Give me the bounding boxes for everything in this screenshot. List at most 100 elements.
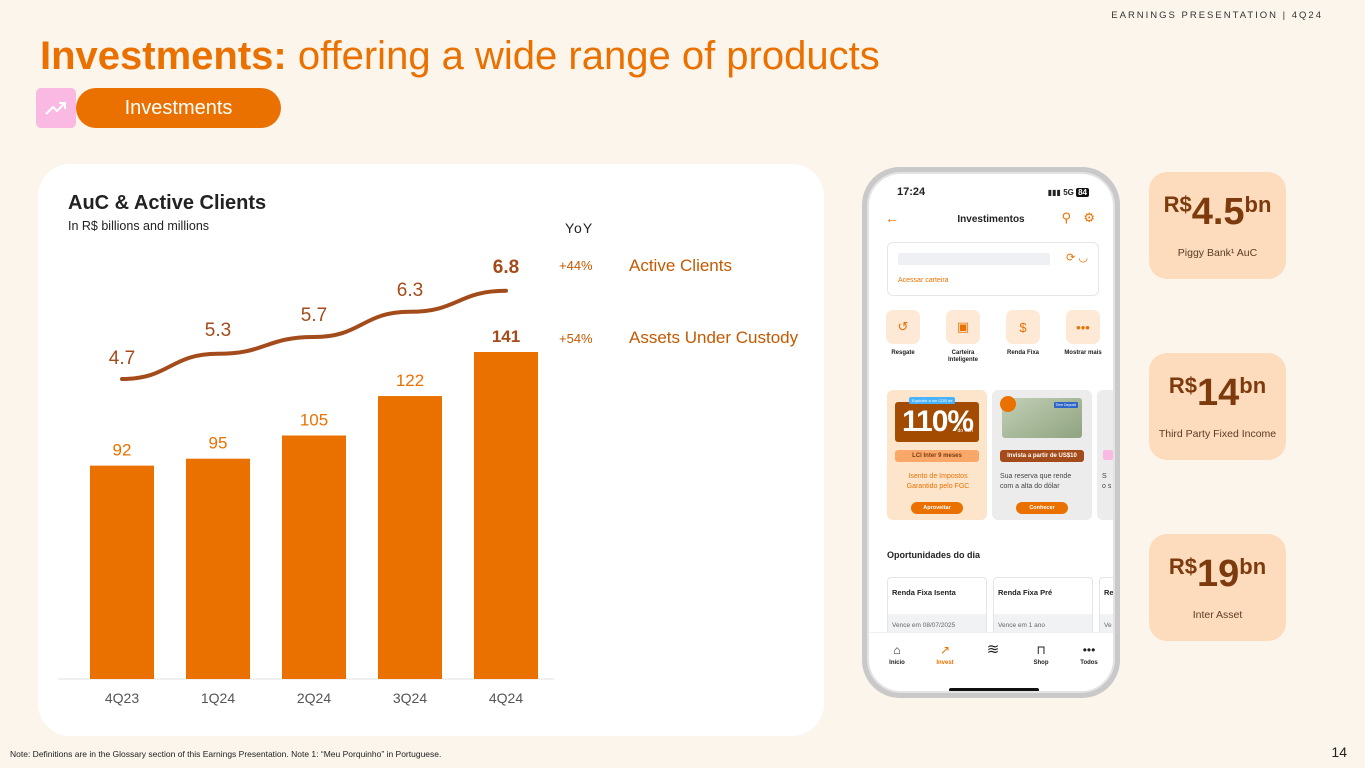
line-value-label: 6.8 — [493, 257, 519, 278]
promo-card-partial[interactable]: S o s — [1097, 390, 1113, 520]
stat-label: Third Party Fixed Income — [1158, 428, 1277, 440]
line-value-label: 5.7 — [301, 305, 327, 326]
status-time: 17:24 — [897, 186, 926, 198]
promo-button[interactable]: Aproveitar — [911, 502, 963, 514]
combo-chart: 92 4Q23 95 1Q24 105 2Q24 122 3Q24 141 4Q24 4.7 5.3 5… — [58, 257, 554, 706]
quick-action-renda-fixa[interactable]: $ Renda Fixa — [997, 310, 1049, 357]
quick-action-label: Carteira Inteligente — [947, 350, 978, 364]
bar-4Q24 — [474, 352, 538, 679]
bar-1Q24 — [186, 458, 250, 679]
phone-screen: 17:24 ▮▮▮ 5G 84 ← Investimentos ⚲ ⚙ ⟳ ◡ … — [867, 172, 1115, 693]
promo-band: LCI Inter 9 meses — [895, 450, 979, 462]
home-indicator[interactable] — [949, 688, 1039, 691]
time-deposit-tag: Time Deposit — [1053, 402, 1078, 408]
header-tag: EARNINGS PRESENTATION | 4Q24 — [1111, 10, 1323, 21]
stat-currency: R$ — [1163, 192, 1192, 217]
shop-bag-icon: ⊓ — [1036, 643, 1046, 657]
promo-card-lci[interactable]: Equivale a um CDB de 110% do CDI LCI Int… — [887, 390, 987, 520]
rate-cdi: do CDI — [957, 428, 973, 434]
nav-shop[interactable]: ⊓ Shop — [1021, 643, 1061, 666]
nav-invest[interactable]: ↗ Invest — [925, 643, 965, 666]
opportunity-card[interactable]: Renda Fixa Isenta Vence em 08/07/2025 — [887, 577, 987, 637]
nav-label: Início — [889, 660, 905, 666]
bar-3Q24 — [378, 396, 442, 679]
stat-third-party-fixed-income: R$14bn Third Party Fixed Income — [1149, 353, 1286, 460]
x-tick-label: 4Q23 — [105, 690, 139, 706]
promo-desc: S o s — [1102, 473, 1112, 491]
wallet-link[interactable]: Acessar carteira — [898, 277, 949, 284]
quick-action-label: Mostrar mais — [1064, 350, 1102, 356]
stat-inter-asset: R$19bn Inter Asset — [1149, 534, 1286, 641]
stat-value: R$4.5bn — [1149, 192, 1286, 232]
legend-active-clients: Active Clients — [629, 256, 732, 275]
coin-icon — [1000, 396, 1016, 412]
opportunity-foot: Ve — [1100, 614, 1113, 636]
line-value-label: 4.7 — [109, 348, 135, 369]
phone-mockup: 17:24 ▮▮▮ 5G 84 ← Investimentos ⚲ ⚙ ⟳ ◡ … — [862, 167, 1120, 698]
quick-action-more[interactable]: ••• Mostrar mais — [1057, 310, 1109, 357]
quick-action-resgate[interactable]: ↺ Resgate — [877, 310, 929, 357]
gear-icon[interactable]: ⚙ — [1083, 210, 1095, 225]
chart-title: AuC & Active Clients — [68, 192, 267, 214]
promo-desc: Sua reserva que rende com a alta do dóla… — [1000, 473, 1072, 491]
promo-button[interactable]: Conhecer — [1016, 502, 1068, 514]
page-number: 14 — [1331, 744, 1347, 760]
x-tick-label: 2Q24 — [297, 690, 331, 706]
nav-label: Invest — [936, 660, 954, 666]
signal-icon: ▮▮▮ — [1047, 188, 1064, 197]
stat-number: 14 — [1196, 372, 1240, 414]
opportunity-foot: Vence em 1 ano — [994, 614, 1092, 636]
stat-label: Piggy Bank¹ AuC — [1177, 247, 1258, 259]
nav-inter-loop[interactable]: ≋ — [973, 641, 1013, 658]
home-icon: ⌂ — [893, 643, 901, 657]
opportunity-card[interactable]: Re Ve — [1099, 577, 1114, 637]
promo-card-time-deposit[interactable]: Time Deposit Invista a partir de US$10 S… — [992, 390, 1092, 520]
bar-value-label: 122 — [396, 371, 424, 390]
quick-action-label: Renda Fixa — [1006, 350, 1039, 356]
rate-badge: Equivale a um CDB de 110% do CDI — [895, 397, 979, 442]
wallet-actions: ⟳ ◡ — [1066, 251, 1088, 264]
bar-value-label: 141 — [492, 327, 520, 346]
stat-value: R$14bn — [1149, 373, 1286, 413]
x-tick-label: 1Q24 — [201, 690, 235, 706]
stat-unit: bn — [1244, 192, 1272, 217]
line-value-label: 5.3 — [205, 320, 231, 341]
rate-tag: Equivale a um CDB de — [909, 397, 956, 404]
legend-auc: Assets Under Custody — [629, 328, 799, 347]
stat-currency: R$ — [1168, 554, 1197, 579]
trending-up-icon: ↗ — [939, 643, 951, 657]
x-tick-label: 3Q24 — [393, 690, 427, 706]
bar-value-label: 92 — [113, 441, 132, 460]
quick-action-carteira[interactable]: ▣ Carteira Inteligente — [937, 310, 989, 364]
line-active-clients — [120, 288, 508, 381]
quick-action-label: Resgate — [891, 350, 915, 356]
nav-label: Shop — [1033, 660, 1049, 666]
rate-value: 110% — [902, 405, 974, 438]
nav-inicio[interactable]: ⌂ Início — [877, 643, 917, 666]
line-value-label: 6.3 — [397, 280, 423, 301]
footnote: Note: Definitions are in the Glossary se… — [10, 749, 442, 759]
opportunity-title: Re — [1104, 588, 1114, 597]
refresh-icon[interactable]: ⟳ — [1066, 252, 1076, 264]
nav-label: Todos — [1080, 660, 1098, 666]
promo-desc: Isento de Impostos Garantido pelo FGC — [906, 473, 970, 491]
bar-value-label: 95 — [209, 434, 228, 453]
back-arrow-icon[interactable]: ← — [885, 210, 899, 226]
yoy-header: YoY — [565, 220, 594, 236]
opportunity-card[interactable]: Renda Fixa Pré Vence em 1 ano — [993, 577, 1093, 637]
bottom-nav: ⌂ Início ↗ Invest ≋ ⊓ Shop ••• Todos — [869, 632, 1113, 691]
search-icon[interactable]: ⚲ — [1061, 210, 1071, 225]
stat-number: 4.5 — [1191, 191, 1245, 233]
nav-todos[interactable]: ••• Todos — [1069, 643, 1109, 666]
opportunities-title: Oportunidades do dia — [887, 550, 981, 560]
chart-card: AuC & Active Clients In R$ billions and … — [38, 164, 824, 736]
more-icon: ••• — [1082, 643, 1096, 657]
stat-unit: bn — [1239, 373, 1267, 398]
wallet-icon: ▣ — [946, 310, 980, 344]
wallet-card[interactable]: ⟳ ◡ Acessar carteira — [887, 242, 1099, 296]
x-tick-label: 4Q24 — [489, 690, 523, 706]
eye-closed-icon[interactable]: ◡ — [1078, 252, 1088, 264]
inter-loop-icon: ≋ — [986, 641, 1000, 658]
stat-unit: bn — [1239, 554, 1267, 579]
trending-up-icon — [36, 88, 76, 128]
